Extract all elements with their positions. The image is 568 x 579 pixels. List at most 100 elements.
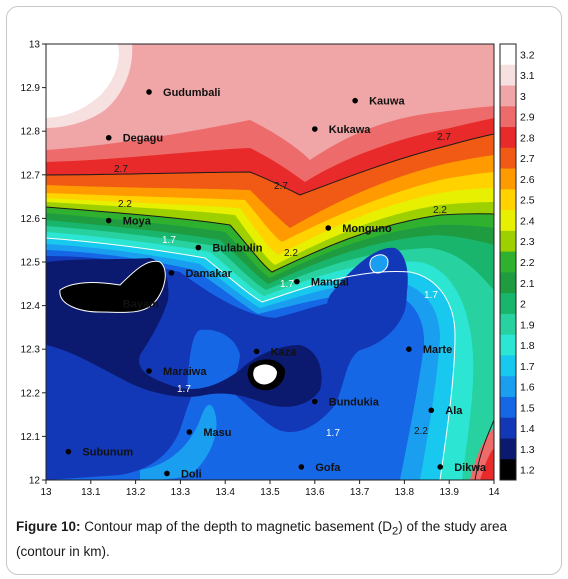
y-tick-label: 12.1	[21, 432, 41, 443]
color-scale-label: 1.6	[520, 382, 535, 394]
color-scale: 3.2 3.1 3 2.9 2.8 2.7 2.6 2.5 2.4 2.3 2.2 2.1 2 1.9 1.…	[499, 43, 535, 481]
color-scale-swatch	[500, 230, 516, 253]
y-tick-label: 12.4	[21, 301, 41, 312]
color-scale-swatch	[500, 459, 516, 481]
town-marker	[186, 429, 193, 435]
town-marker	[406, 346, 412, 353]
color-scale-label: 2	[520, 299, 526, 311]
color-scale-label: 2.2	[520, 257, 535, 269]
color-scale-label: 2.6	[520, 174, 535, 186]
caption-text-end: ) of the study area (contour in km).	[16, 519, 508, 559]
town-label: Gudumbali	[163, 87, 220, 99]
color-scale-label: 1.4	[520, 423, 535, 435]
color-scale-swatch	[500, 168, 516, 190]
color-scale-label: 2.1	[520, 278, 535, 290]
town-marker	[312, 398, 318, 405]
town-marker	[164, 470, 170, 477]
y-tick-label: 12.8	[21, 127, 41, 138]
color-scale-swatch	[500, 85, 516, 107]
color-scale-label: 2.7	[520, 153, 535, 165]
x-tick-label: 13.5	[260, 487, 280, 498]
town-marker	[428, 407, 435, 414]
contour-label: 1.7	[177, 384, 191, 395]
caption-text: Contour map of the depth to magnetic bas…	[80, 519, 392, 534]
contour-label: 2.2	[118, 199, 132, 210]
color-scale-swatch	[500, 334, 516, 356]
x-tick-label: 13.2	[126, 487, 146, 498]
town-marker	[105, 134, 112, 141]
color-scale-label: 2.8	[520, 132, 535, 144]
x-tick-label: 14	[488, 487, 500, 498]
town-marker	[146, 368, 152, 374]
town-label: Ala	[445, 405, 463, 417]
town-marker	[298, 464, 305, 470]
x-tick-label: 13.8	[395, 487, 415, 498]
color-scale-swatch	[500, 251, 516, 273]
color-scale-label: 3	[520, 91, 526, 103]
color-scale-swatch	[500, 127, 516, 149]
x-tick-label: 13.9	[439, 487, 459, 498]
town-label: Bayam	[123, 298, 159, 310]
color-scale-swatch	[500, 313, 516, 336]
contour-label: 1.7	[424, 290, 438, 301]
color-scale-label: 1.7	[520, 361, 535, 373]
y-tick-label: 12	[29, 476, 41, 487]
color-scale-border	[499, 43, 517, 481]
color-scale-label: 2.3	[520, 236, 535, 248]
town-marker	[312, 126, 318, 132]
contour-label: 1.7	[162, 235, 176, 246]
color-scale-swatch	[500, 64, 516, 87]
y-tick-label: 12.7	[21, 170, 41, 181]
color-scale-label: 2.9	[520, 112, 535, 124]
color-scale-label: 3.1	[520, 70, 535, 82]
contour-label: 1.7	[280, 279, 294, 290]
town-label: Masu	[203, 427, 231, 439]
color-scale-label: 2.4	[520, 215, 535, 227]
color-scale-swatch	[500, 355, 516, 377]
color-scale-swatch	[500, 44, 516, 66]
town-label: Kauwa	[369, 96, 405, 108]
color-scale-label: 1.2	[520, 465, 535, 477]
town-label: Damakar	[185, 268, 232, 280]
town-marker	[437, 464, 444, 470]
town-marker	[352, 97, 358, 104]
towns-layer: Gudumbali Kauwa Degagu Kukawa Moya Monguno Bul…	[65, 87, 487, 480]
color-scale-swatch	[500, 210, 516, 232]
town-marker	[105, 300, 112, 307]
color-scale-label: 1.8	[520, 340, 535, 352]
town-label: Bundukia	[329, 397, 380, 409]
town-label: Mangal	[311, 277, 349, 289]
contour-label: 1.7	[326, 428, 340, 439]
town-label: Kukawa	[329, 124, 371, 136]
contour-label: 2.2	[433, 205, 447, 216]
contour-label: 2.2	[414, 426, 428, 437]
color-scale-label: 1.9	[520, 319, 535, 331]
figure-caption: Figure 10: Contour map of the depth to m…	[16, 517, 552, 561]
color-scale-swatch	[500, 376, 516, 398]
contour-label-group: 2.7 2.7 2.7 2.2 2.2 2.2 2.2 1.7 1.7 1.7 …	[114, 132, 451, 439]
town-label: Kaza	[271, 346, 298, 358]
color-scale-label: 2.5	[520, 195, 535, 207]
town-label: Bulabulin	[212, 243, 262, 255]
color-scale-swatch	[500, 189, 516, 211]
town-label: Degagu	[123, 133, 163, 145]
color-scale-label: 3.2	[520, 49, 535, 61]
y-tick-label: 12.5	[21, 258, 41, 269]
town-label: Subunum	[82, 447, 133, 459]
x-tick-label: 13.3	[171, 487, 191, 498]
town-marker	[325, 225, 332, 231]
contour-lines-white	[46, 237, 456, 480]
town-marker	[146, 89, 152, 95]
contour-fill	[46, 44, 494, 480]
color-scale-label: 1.3	[520, 444, 535, 456]
town-marker	[294, 278, 300, 285]
town-marker	[253, 348, 260, 355]
color-scale-swatch	[500, 293, 516, 315]
y-tick-label: 12.2	[21, 388, 41, 399]
color-scale-swatch	[500, 106, 516, 128]
color-scale-swatch	[500, 396, 516, 419]
contour-label: 2.7	[274, 181, 288, 192]
contour-label: 2.2	[284, 248, 298, 259]
town-label: Moya	[123, 216, 152, 228]
town-label: Gofa	[315, 462, 341, 474]
